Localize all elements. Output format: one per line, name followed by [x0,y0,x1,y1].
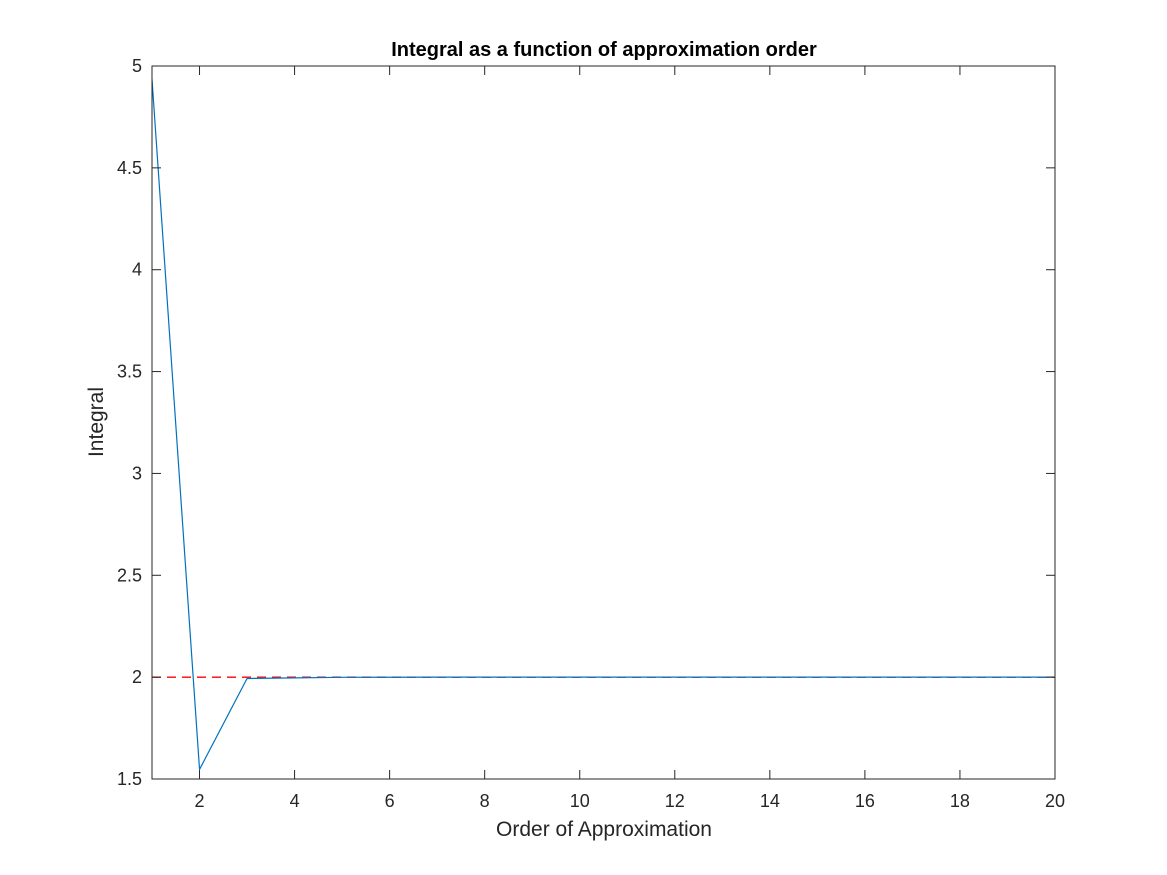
x-tick-label: 12 [665,791,685,811]
y-tick-label: 5 [132,56,142,76]
x-tick-label: 2 [195,791,205,811]
x-tick-label: 10 [570,791,590,811]
y-axis-label: Integral [85,387,108,457]
y-tick-label: 4 [132,260,142,280]
x-axis-label: Order of Approximation [496,818,712,841]
y-tick-label: 2.5 [117,565,142,585]
x-tick-label: 4 [290,791,300,811]
plot-series [151,79,1055,771]
y-tick-label: 4.5 [117,158,142,178]
y-tick-label: 3 [132,463,142,483]
chart-title: Integral as a function of approximation … [391,39,817,61]
x-tick-label: 6 [385,791,395,811]
x-tick-label: 18 [950,791,970,811]
x-tick-label: 8 [480,791,490,811]
y-tick-label: 1.5 [117,769,142,789]
y-tick-label: 3.5 [117,362,142,382]
series-line [151,79,1055,771]
x-tick-label: 14 [760,791,780,811]
x-tick-label: 16 [855,791,875,811]
axes: 2 4 6 8 10 12 14 16 18 20 1.5 2 2.5 3 3.5 4 4.5 5 [117,56,1065,811]
plot-box [151,65,1056,780]
x-tick-label: 20 [1045,791,1065,811]
y-tick-label: 2 [132,667,142,687]
